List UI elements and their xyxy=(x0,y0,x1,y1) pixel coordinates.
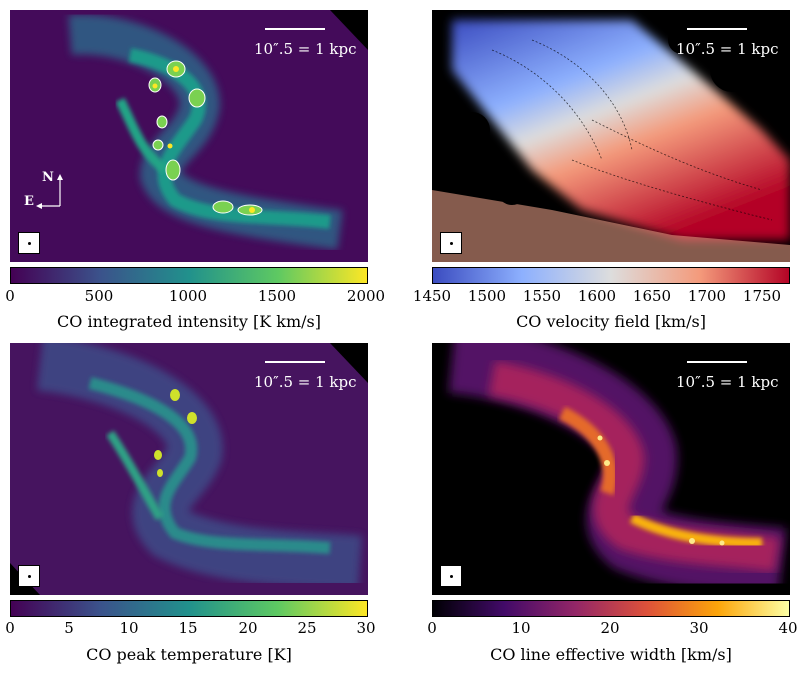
east-label: E xyxy=(24,194,34,209)
colorbar-tick-label: 30 xyxy=(689,619,709,637)
colorbar-tick-label: 20 xyxy=(600,619,620,637)
scale-bar xyxy=(265,28,325,30)
colorbar-tick-label: 500 xyxy=(84,287,114,305)
peak-temperature-colorbar xyxy=(10,600,368,617)
colorbar-tick-label: 20 xyxy=(238,619,258,637)
scale-label: 10″.5 = 1 kpc xyxy=(254,373,357,391)
colorbar-tick-label: 0 xyxy=(5,619,15,637)
velocity-map-panel: 10″.5 = 1 kpc xyxy=(432,10,790,262)
colorbar-tick-label: 1500 xyxy=(257,287,297,305)
beam-size-marker xyxy=(18,232,40,254)
beam-size-marker xyxy=(440,232,462,254)
colorbar-tick-label: 0 xyxy=(427,619,437,637)
scale-label: 10″.5 = 1 kpc xyxy=(676,40,779,58)
peak-temperature-map-image xyxy=(10,343,368,595)
colorbar-tick-label: 1650 xyxy=(632,287,672,305)
intensity-map-image xyxy=(10,10,368,262)
compass-rose: N E xyxy=(24,170,80,215)
scale-bar xyxy=(687,28,747,30)
colorbar-tick-label: 15 xyxy=(178,619,198,637)
scale-bar xyxy=(265,361,325,363)
compass-arrows-icon xyxy=(36,174,63,209)
velocity-colorbar-label: CO velocity field [km/s] xyxy=(516,312,706,331)
colorbar-tick-label: 0 xyxy=(5,287,15,305)
colorbar-tick-label: 10 xyxy=(511,619,531,637)
colorbar-tick-label: 10 xyxy=(119,619,139,637)
colorbar-tick-label: 25 xyxy=(297,619,317,637)
colorbar-tick-label: 1750 xyxy=(742,287,782,305)
colorbar-tick-label: 1600 xyxy=(577,287,617,305)
colorbar-tick-label: 30 xyxy=(356,619,376,637)
colorbar-tick-label: 1500 xyxy=(467,287,507,305)
colorbar-tick-label: 40 xyxy=(778,619,798,637)
beam-size-marker xyxy=(18,565,40,587)
colorbar-tick-label: 1000 xyxy=(168,287,208,305)
peak-temperature-map-panel: 10″.5 = 1 kpc xyxy=(10,343,368,595)
scale-label: 10″.5 = 1 kpc xyxy=(254,40,357,58)
intensity-colorbar xyxy=(10,267,368,284)
velocity-colorbar xyxy=(432,267,790,284)
scale-label: 10″.5 = 1 kpc xyxy=(676,373,779,391)
colorbar-tick-label: 1550 xyxy=(522,287,562,305)
colorbar-tick-label: 5 xyxy=(64,619,74,637)
colorbar-tick-label: 2000 xyxy=(346,287,386,305)
line-width-map-panel: 10″.5 = 1 kpc xyxy=(432,343,790,595)
velocity-map-image xyxy=(432,10,790,262)
intensity-map-panel: 10″.5 = 1 kpc N E xyxy=(10,10,368,262)
scale-bar xyxy=(687,361,747,363)
colorbar-tick-label: 1700 xyxy=(687,287,727,305)
north-label: N xyxy=(42,170,54,185)
peak-temperature-colorbar-label: CO peak temperature [K] xyxy=(86,645,292,664)
colorbar-tick-label: 1450 xyxy=(412,287,452,305)
line-width-map-image xyxy=(432,343,790,595)
intensity-colorbar-label: CO integrated intensity [K km/s] xyxy=(57,312,321,331)
line-width-colorbar xyxy=(432,600,790,617)
beam-size-marker xyxy=(440,565,462,587)
line-width-colorbar-label: CO line effective width [km/s] xyxy=(490,645,732,664)
